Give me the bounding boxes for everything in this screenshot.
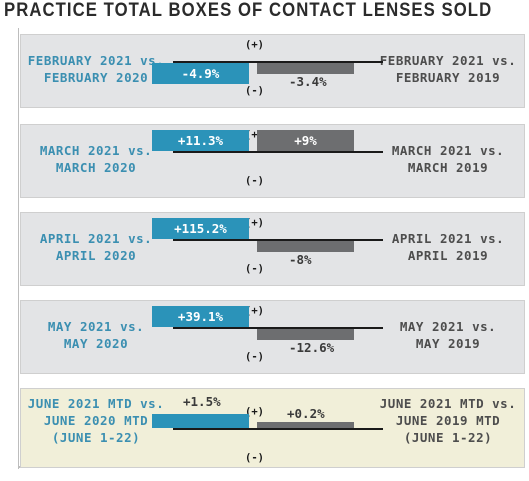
negative-sign: (-) xyxy=(245,85,264,97)
positive-sign: (+) xyxy=(245,305,264,317)
comparison-panel: MARCH 2021 vs. MARCH 2020 MARCH 2021 vs. MA… xyxy=(20,124,525,198)
zero-axis xyxy=(173,61,383,63)
current-year-value: +11.3% xyxy=(177,133,224,148)
right-period-label-line: MAY 2019 xyxy=(415,336,481,351)
left-period-label: FEBRUARY 2021 vs. FEBRUARY 2020 xyxy=(21,52,171,86)
left-period-label: MARCH 2021 vs. MARCH 2020 xyxy=(21,142,171,176)
previous-year-bar xyxy=(257,63,354,74)
right-period-label-line: FEBRUARY 2019 xyxy=(395,70,501,85)
right-period-label: FEBRUARY 2021 vs. FEBRUARY 2019 xyxy=(373,52,523,86)
previous-year-value: -3.4% xyxy=(289,74,327,89)
current-year-bar xyxy=(152,306,249,327)
right-period-label-line: MARCH 2019 xyxy=(407,160,489,175)
left-period-label-line: FEBRUARY 2020 xyxy=(43,70,149,85)
negative-sign: (-) xyxy=(245,263,264,275)
right-period-label-line: APRIL 2019 xyxy=(407,248,489,263)
left-period-label-line: JUNE 2020 MTD xyxy=(43,413,149,428)
left-period-label-line: MARCH 2020 xyxy=(55,160,137,175)
right-period-label-line: JUNE 2021 MTD vs. xyxy=(379,396,517,411)
left-period-label: JUNE 2021 MTD vs. JUNE 2020 MTD (JUNE 1-22… xyxy=(21,395,171,446)
right-period-label-line: FEBRUARY 2021 vs. xyxy=(379,53,517,68)
right-period-label: APRIL 2021 vs. APRIL 2019 xyxy=(373,230,523,264)
left-period-label: APRIL 2021 vs. APRIL 2020 xyxy=(21,230,171,264)
right-period-label-line: MARCH 2021 vs. xyxy=(391,143,505,158)
previous-year-value: -12.6% xyxy=(289,340,335,355)
left-period-label: MAY 2021 vs. MAY 2020 xyxy=(21,318,171,352)
comparison-panel: MAY 2021 vs. MAY 2020 MAY 2021 vs. MAY 2019… xyxy=(20,300,525,374)
left-period-label-line: FEBRUARY 2021 vs. xyxy=(27,53,165,68)
positive-sign: (+) xyxy=(245,406,264,418)
left-period-label-line: MAY 2021 vs. xyxy=(47,319,145,334)
positive-sign: (+) xyxy=(245,39,264,51)
chart-frame xyxy=(18,28,526,469)
current-year-value: +39.1% xyxy=(177,309,224,324)
comparison-panel: FEBRUARY 2021 vs. FEBRUARY 2020 FEBRUARY 2… xyxy=(20,34,525,108)
left-period-label-line: MARCH 2021 vs. xyxy=(39,143,153,158)
previous-year-bar xyxy=(257,241,354,252)
right-period-label-line: JUNE 2019 MTD xyxy=(395,413,501,428)
left-period-label-line: (JUNE 1-22) xyxy=(51,430,141,445)
negative-sign: (-) xyxy=(245,175,264,187)
chart-title: PRACTICE TOTAL BOXES OF CONTACT LENSES S… xyxy=(4,0,493,21)
current-year-bar xyxy=(152,130,249,151)
left-period-label-line: JUNE 2021 MTD vs. xyxy=(27,396,165,411)
zero-axis xyxy=(173,327,383,329)
right-period-label: JUNE 2021 MTD vs. JUNE 2019 MTD (JUNE 1-22… xyxy=(373,395,523,446)
current-year-value: +1.5% xyxy=(183,394,221,409)
previous-year-bar xyxy=(257,130,354,151)
zero-axis xyxy=(173,239,383,241)
previous-year-bar xyxy=(257,329,354,340)
current-year-value: +115.2% xyxy=(174,221,227,236)
right-period-label: MARCH 2021 vs. MARCH 2019 xyxy=(373,142,523,176)
left-period-label-line: MAY 2020 xyxy=(63,336,129,351)
left-period-label-line: APRIL 2021 vs. xyxy=(39,231,153,246)
current-year-bar xyxy=(152,414,249,428)
previous-year-value: -8% xyxy=(289,252,312,267)
current-year-bar xyxy=(152,218,249,239)
right-period-label-line: APRIL 2021 vs. xyxy=(391,231,505,246)
negative-sign: (-) xyxy=(245,351,264,363)
right-period-label-line: (JUNE 1-22) xyxy=(403,430,493,445)
comparison-panel: APRIL 2021 vs. APRIL 2020 APRIL 2021 vs. AP… xyxy=(20,212,525,286)
right-period-label: MAY 2021 vs. MAY 2019 xyxy=(373,318,523,352)
previous-year-value: +0.2% xyxy=(287,406,325,421)
positive-sign: (+) xyxy=(245,217,264,229)
negative-sign: (-) xyxy=(245,452,264,464)
current-year-bar xyxy=(152,63,249,84)
previous-year-bar xyxy=(257,422,354,428)
current-year-value: -4.9% xyxy=(181,66,220,81)
left-period-label-line: APRIL 2020 xyxy=(55,248,137,263)
zero-axis xyxy=(173,151,383,153)
comparison-panel: JUNE 2021 MTD vs. JUNE 2020 MTD (JUNE 1-22… xyxy=(20,388,525,468)
previous-year-value: +9% xyxy=(294,133,317,148)
right-period-label-line: MAY 2021 vs. xyxy=(399,319,497,334)
zero-axis xyxy=(173,428,383,430)
